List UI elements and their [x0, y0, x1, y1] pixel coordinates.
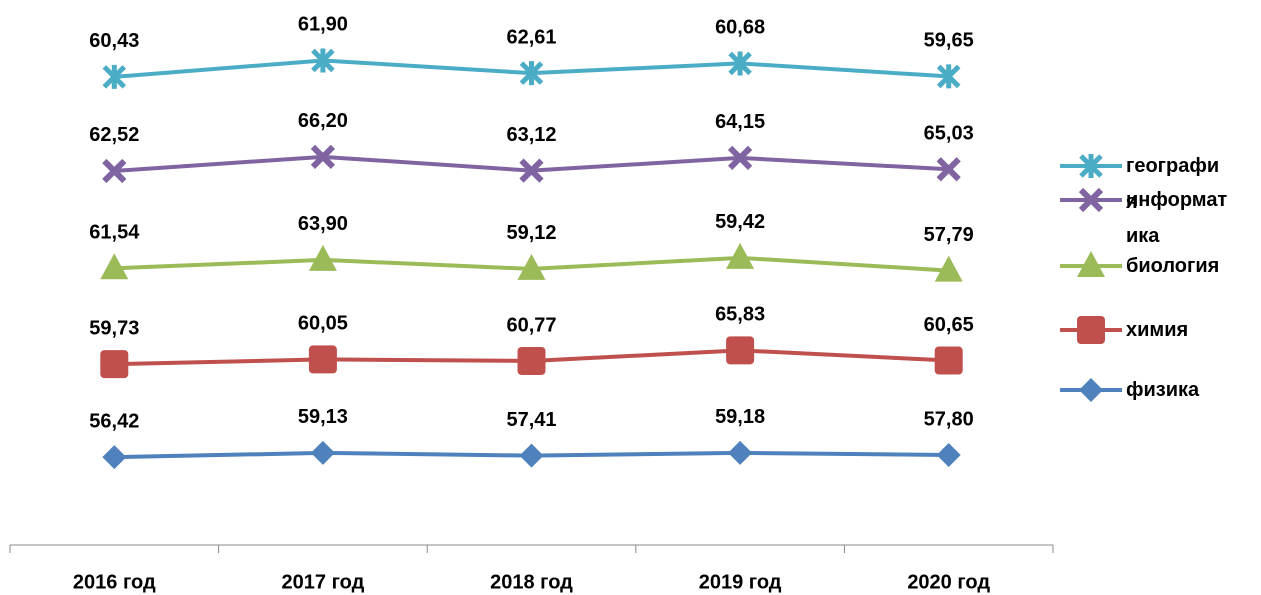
- data-point: [934, 346, 963, 375]
- data-point: [517, 253, 546, 280]
- data-label: 59,12: [506, 222, 556, 244]
- data-label: 60,65: [924, 314, 974, 336]
- data-point: [936, 442, 961, 467]
- data-label: 59,73: [89, 317, 139, 339]
- legend-item: информатика: [1060, 182, 1230, 254]
- data-point: [100, 350, 129, 379]
- data-label: 59,65: [924, 30, 974, 52]
- x-tick-label: 2016 год: [73, 571, 156, 593]
- data-point: [102, 445, 127, 470]
- x-tick-label: 2017 год: [282, 571, 365, 593]
- data-point: [102, 158, 127, 184]
- legend-icon: [1060, 316, 1122, 344]
- data-point: [519, 443, 544, 468]
- legend-item: география: [1060, 148, 1230, 220]
- data-point: [934, 255, 963, 282]
- data-point: [100, 253, 129, 280]
- legend-label: информатика: [1126, 189, 1228, 247]
- data-label: 59,42: [715, 211, 765, 233]
- legend-label: география: [1126, 155, 1220, 213]
- data-point: [726, 242, 755, 269]
- data-point: [308, 345, 337, 374]
- data-label: 62,61: [506, 26, 556, 48]
- data-point: [311, 48, 335, 73]
- legend-item: физика: [1060, 372, 1230, 408]
- data-point: [726, 336, 755, 365]
- legend-icon: [1060, 187, 1122, 213]
- data-label: 64,15: [715, 111, 765, 133]
- legend-item: биология: [1060, 248, 1230, 284]
- data-label: 57,41: [506, 409, 556, 431]
- data-point: [310, 440, 335, 465]
- data-label: 66,20: [298, 110, 348, 132]
- data-label: 61,54: [89, 222, 140, 244]
- legend-marker: [1077, 251, 1105, 277]
- data-point: [517, 346, 546, 375]
- data-label: 62,52: [89, 124, 139, 146]
- data-point: [728, 51, 752, 76]
- data-label: 60,68: [715, 17, 765, 39]
- data-label: 63,90: [298, 213, 348, 235]
- data-label: 59,13: [298, 406, 348, 428]
- data-label: 59,18: [715, 406, 765, 428]
- x-tick-label: 2020 год: [907, 571, 990, 593]
- data-label: 63,12: [506, 124, 556, 146]
- legend-item: химия: [1060, 312, 1230, 348]
- data-label: 56,42: [89, 410, 139, 432]
- legend-icon: [1060, 251, 1122, 277]
- data-point: [728, 440, 753, 465]
- x-tick-label: 2019 год: [699, 571, 782, 593]
- data-point: [519, 61, 544, 86]
- data-label: 65,03: [924, 123, 974, 145]
- data-label: 60,05: [298, 313, 348, 335]
- data-point: [102, 64, 127, 89]
- data-point: [727, 145, 753, 171]
- data-label: 60,77: [506, 314, 556, 336]
- legend-marker: [1077, 316, 1105, 344]
- data-label: 60,43: [89, 30, 139, 52]
- legend-label: химия: [1126, 319, 1189, 341]
- legend-icon: [1060, 154, 1122, 178]
- data-label: 61,90: [298, 14, 348, 36]
- data-point: [936, 64, 961, 89]
- data-point: [936, 157, 961, 182]
- legend-label: физика: [1126, 379, 1200, 401]
- x-tick-label: 2018 год: [490, 571, 573, 593]
- data-label: 65,83: [715, 304, 765, 326]
- data-label: 57,79: [924, 224, 974, 246]
- data-point: [310, 144, 336, 169]
- data-label: 57,80: [924, 408, 974, 430]
- legend-marker: [1079, 378, 1103, 402]
- data-point: [308, 244, 337, 271]
- legend-marker: [1079, 154, 1103, 178]
- legend-icon: [1060, 378, 1122, 402]
- legend-marker: [1078, 187, 1104, 213]
- legend-label: биология: [1126, 255, 1220, 277]
- data-point: [519, 158, 544, 183]
